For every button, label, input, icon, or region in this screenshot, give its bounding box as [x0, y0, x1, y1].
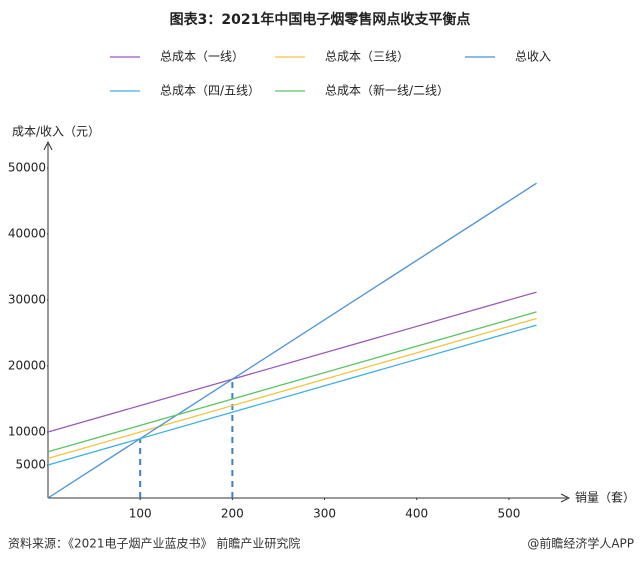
y-tick-label: 50000 [8, 161, 46, 175]
x-axis-arrow [560, 493, 571, 503]
y-tick-label: 30000 [8, 293, 46, 307]
brand: @前瞻经济学人APP [527, 536, 634, 551]
legend-label: 总成本（新一线/二线） [325, 83, 449, 98]
x-tick-label: 200 [221, 507, 244, 521]
y-tick-label: 10000 [8, 425, 46, 439]
x-tick-label: 500 [497, 507, 520, 521]
y-tick-label: 20000 [8, 359, 46, 373]
x-tick-label: 400 [405, 507, 428, 521]
series-line [47, 291, 537, 433]
series-line [47, 182, 537, 499]
series-line [47, 317, 537, 460]
legend-label: 总成本（一线） [160, 50, 244, 64]
legend-label: 总成本（三线） [325, 50, 409, 64]
series-line [47, 324, 537, 466]
chart-title: 图表3：2021年中国电子烟零售网点收支平衡点 [170, 11, 471, 28]
y-tick-label: 40000 [8, 227, 46, 241]
y-tick-label: 5000 [15, 458, 46, 472]
y-axis-arrow [43, 140, 53, 151]
y-axis-label: 成本/收入（元） [12, 125, 100, 139]
legend-label: 总收入 [515, 50, 551, 64]
legend-label: 总成本（四/五线） [160, 84, 260, 98]
source: 资料来源：《2021电子烟产业蓝皮书》 前瞻产业研究院 [8, 536, 300, 551]
x-tick-label: 300 [313, 507, 336, 521]
x-tick-label: 100 [129, 507, 152, 521]
x-axis-label: 销量（套） [575, 491, 635, 505]
series-line [47, 311, 537, 453]
